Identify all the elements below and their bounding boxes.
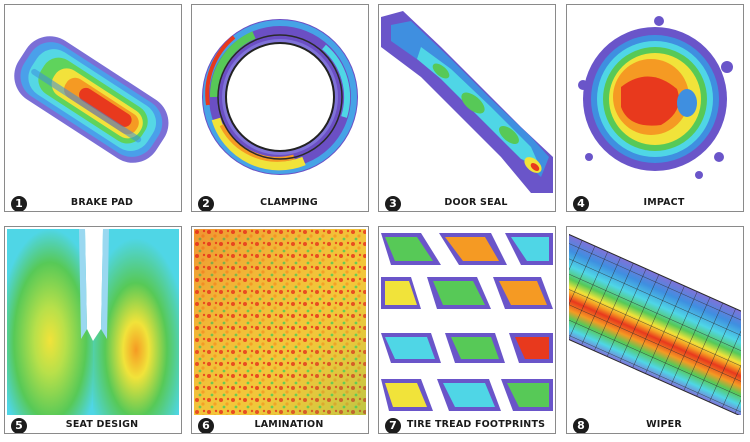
panel-number-badge: 2 <box>198 196 214 211</box>
panel-clamping: 2 CLAMPING <box>191 4 369 212</box>
panel-label: SEAT DESIGN <box>65 419 139 430</box>
panel-wiper: 8 WIPER <box>566 226 744 434</box>
panel-label: LAMINATION <box>254 419 324 430</box>
panel-seat-design: 5 SEAT DESIGN <box>4 226 182 434</box>
panel-tire-tread: 7 TIRE TREAD FOOTPRINTS <box>378 226 556 434</box>
brake-pad-pressure-map <box>7 7 179 193</box>
tire-tread-pressure-map <box>381 229 553 415</box>
panel-brake-pad: 1 BRAKE PAD <box>4 4 182 212</box>
panel-number-badge: 1 <box>11 196 27 211</box>
panel-label: IMPACT <box>643 197 685 208</box>
seat-pressure-map <box>7 229 179 415</box>
panel-label: DOOR SEAL <box>444 197 508 208</box>
door-seal-pressure-map <box>381 7 553 193</box>
wiper-pressure-map <box>569 229 741 415</box>
panel-door-seal: 3 DOOR SEAL <box>378 4 556 212</box>
panel-label: BRAKE PAD <box>70 197 134 208</box>
panel-number-badge: 8 <box>573 418 589 433</box>
panel-label: WIPER <box>646 419 682 430</box>
panel-number-badge: 5 <box>11 418 27 433</box>
panel-label: CLAMPING <box>260 197 318 208</box>
impact-pressure-map <box>569 7 741 193</box>
panel-label: TIRE TREAD FOOTPRINTS <box>406 419 546 430</box>
panel-number-badge: 4 <box>573 196 589 211</box>
panel-number-badge: 6 <box>198 418 214 433</box>
panel-number-badge: 3 <box>385 196 401 211</box>
panel-impact: 4 IMPACT <box>566 4 744 212</box>
panel-number-badge: 7 <box>385 418 401 433</box>
clamping-ring-pressure-map <box>194 7 366 193</box>
lamination-pressure-map <box>194 229 366 415</box>
panel-lamination: 6 LAMINATION <box>191 226 369 434</box>
